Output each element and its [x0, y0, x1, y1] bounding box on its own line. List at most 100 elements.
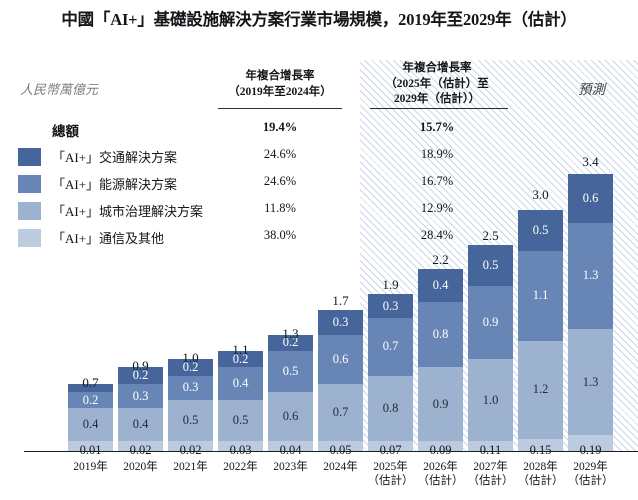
- bar-column-0[interactable]: 0.2 0.4: [68, 0, 113, 451]
- bar-segment-label-6-1: 0.7: [382, 339, 399, 354]
- cagr-header-historical-line1: 年複合增長率: [245, 70, 315, 82]
- bar-segment-4-0[interactable]: 0.2: [268, 334, 313, 352]
- bar-segment-3-3[interactable]: [218, 441, 263, 451]
- bar-column-2[interactable]: 0.2 0.3 0.5: [168, 0, 213, 451]
- page-title: 中國「AI+」基礎設施解決方案行業市場規模，2019年至2029年（估計）: [61, 10, 577, 29]
- x-axis-tick-5: 2024年: [312, 460, 370, 474]
- bar-segment-7-2[interactable]: 0.9: [418, 367, 463, 441]
- bar-segment-0-1[interactable]: 0.2: [68, 391, 113, 409]
- bar-segment-0-0[interactable]: [68, 383, 113, 392]
- bar-segment-8-0[interactable]: 0.5: [468, 244, 513, 286]
- bar-segment-label-1-2: 0.4: [132, 417, 149, 432]
- bar-column-10[interactable]: 0.6 1.3 1.3: [568, 0, 613, 451]
- x-axis-tick-line1-5: 2024年: [323, 461, 358, 473]
- bar-segment-10-2[interactable]: 1.3: [568, 329, 613, 436]
- bar-segment-10-3[interactable]: [568, 435, 613, 451]
- cagr-historical-value-1: 24.6%: [263, 147, 297, 161]
- bar-segment-label-9-2: 1.2: [532, 382, 549, 397]
- bar-total-label-6: 1.9: [382, 276, 399, 292]
- bar-segment-4-3[interactable]: [268, 441, 313, 451]
- bar-total-label-0: 0.7: [82, 374, 99, 390]
- bar-column-6[interactable]: 0.3 0.7 0.8: [368, 0, 413, 451]
- x-axis-tick-line1-3: 2022年: [223, 461, 258, 473]
- x-axis-tick-6: 2025年 （估計）: [362, 460, 420, 489]
- x-axis-tick-8: 2027年 （估計）: [462, 460, 520, 489]
- bar-segment-1-2[interactable]: 0.4: [118, 408, 163, 441]
- bar-stack-inner-6: 0.3 0.7 0.8: [368, 293, 413, 451]
- bar-total-label-5: 1.7: [332, 292, 349, 308]
- bar-segment-7-3[interactable]: [418, 441, 463, 451]
- x-axis-tick-line2-6: （估計）: [367, 475, 414, 488]
- bar-segment-8-3[interactable]: [468, 441, 513, 451]
- x-axis-line: [24, 451, 638, 453]
- bar-segment-label-9-1: 1.1: [532, 288, 549, 303]
- x-axis-tick-10: 2029年 （估計）: [562, 460, 620, 489]
- bar-telecom-value-label-0: 0.01: [79, 443, 102, 457]
- bar-segment-3-0[interactable]: 0.2: [218, 351, 263, 368]
- bar-segment-5-0[interactable]: 0.3: [318, 310, 363, 335]
- bar-segment-9-0[interactable]: 0.5: [518, 209, 563, 251]
- bar-segment-4-2[interactable]: 0.6: [268, 391, 313, 441]
- bar-column-3[interactable]: 0.2 0.4 0.5: [218, 0, 263, 451]
- bar-segment-4-1[interactable]: 0.5: [268, 351, 313, 392]
- bar-stack-inner-4: 0.2 0.5 0.6: [268, 334, 313, 451]
- x-axis-tick-line1-7: 2026年: [423, 461, 458, 473]
- bar-segment-6-1[interactable]: 0.7: [368, 318, 413, 376]
- bar-telecom-value-label-9: 0.15: [529, 443, 552, 457]
- bar-segment-0-2[interactable]: 0.4: [68, 408, 113, 441]
- bar-segment-2-3[interactable]: [168, 441, 213, 451]
- cagr-forecast-value-2: 16.7%: [420, 174, 454, 188]
- bar-column-8[interactable]: 0.5 0.9 1.0: [468, 0, 513, 451]
- x-axis-tick-line2-7: （估計）: [417, 475, 464, 488]
- cagr-header-forecast: 年複合增長率 （2025年（估計）至 2029年（估計））: [370, 61, 504, 108]
- bar-segment-5-1[interactable]: 0.6: [318, 334, 363, 384]
- bar-segment-6-3[interactable]: [368, 441, 413, 451]
- x-axis-tick-7: 2026年 （估計）: [412, 460, 470, 489]
- bar-stack-inner-9: 0.5 1.1 1.2: [518, 209, 563, 451]
- legend-item-3: 「AI+」城市治理解決方案: [18, 197, 203, 224]
- bar-total-label-9: 3.0: [532, 186, 549, 202]
- bar-segment-6-2[interactable]: 0.8: [368, 375, 413, 441]
- bar-segment-1-0[interactable]: 0.2: [118, 367, 163, 384]
- bar-column-9[interactable]: 0.5 1.1 1.2: [518, 0, 563, 451]
- bar-segment-6-0[interactable]: 0.3: [368, 293, 413, 319]
- bar-segment-label-7-0: 0.4: [432, 278, 449, 293]
- bar-segment-3-1[interactable]: 0.4: [218, 367, 263, 401]
- bar-segment-label-0-2: 0.4: [82, 417, 99, 432]
- bar-column-4[interactable]: 0.2 0.5 0.6: [268, 0, 313, 451]
- bar-segment-label-3-2: 0.5: [232, 413, 249, 428]
- bar-segment-2-1[interactable]: 0.3: [168, 375, 213, 401]
- bar-segment-9-2[interactable]: 1.2: [518, 340, 563, 439]
- bar-segment-0-3[interactable]: [68, 441, 113, 451]
- bar-segment-10-1[interactable]: 1.3: [568, 222, 613, 330]
- bar-segment-label-6-0: 0.3: [382, 298, 399, 313]
- cagr-forecast-value-3: 12.9%: [420, 201, 454, 215]
- bar-segment-5-2[interactable]: 0.7: [318, 383, 363, 441]
- x-axis-tick-line1-4: 2023年: [273, 461, 308, 473]
- bar-stack-inner-10: 0.6 1.3 1.3: [568, 173, 613, 451]
- bar-segment-1-3[interactable]: [118, 441, 163, 451]
- x-axis-tick-1: 2020年: [112, 460, 170, 474]
- bar-segment-2-2[interactable]: 0.5: [168, 400, 213, 441]
- bar-column-1[interactable]: 0.2 0.3 0.4: [118, 0, 163, 451]
- bar-column-5[interactable]: 0.3 0.6 0.7: [318, 0, 363, 451]
- bar-segment-2-0[interactable]: 0.2: [168, 359, 213, 376]
- x-axis-tick-line1-0: 2019年: [73, 461, 108, 473]
- bar-segment-9-1[interactable]: 1.1: [518, 250, 563, 341]
- bar-segment-8-2[interactable]: 1.0: [468, 359, 513, 441]
- bar-segment-3-2[interactable]: 0.5: [218, 400, 263, 441]
- bar-segment-1-1[interactable]: 0.3: [118, 383, 163, 409]
- bar-telecom-value-label-10: 0.19: [579, 443, 602, 457]
- legend-item-1: 「AI+」交通解決方案: [18, 143, 203, 170]
- bar-segment-5-3[interactable]: [318, 441, 363, 451]
- cagr-historical-value-4: 38.0%: [263, 228, 297, 242]
- bar-column-7[interactable]: 0.4 0.8 0.9: [418, 0, 463, 451]
- bar-segment-8-1[interactable]: 0.9: [468, 285, 513, 360]
- bar-segment-9-3[interactable]: [518, 438, 563, 451]
- bar-segment-7-0[interactable]: 0.4: [418, 269, 463, 302]
- bar-segment-10-0[interactable]: 0.6: [568, 173, 613, 223]
- bar-segment-7-1[interactable]: 0.8: [418, 301, 463, 368]
- bar-telecom-value-label-1: 0.02: [129, 443, 152, 457]
- legend-item-label-1: 「AI+」交通解決方案: [52, 150, 178, 165]
- legend-item-label-2: 「AI+」能源解決方案: [52, 177, 178, 192]
